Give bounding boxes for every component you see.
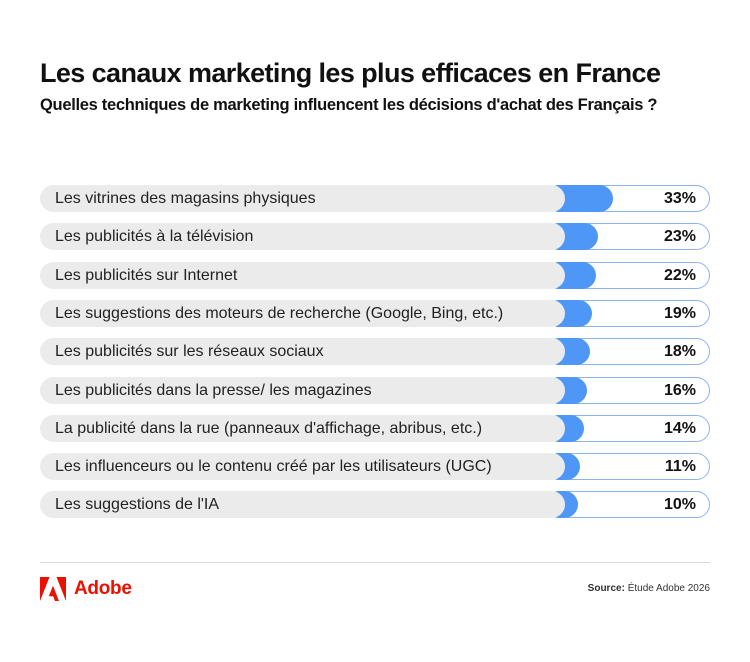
value-label: 19% xyxy=(663,304,696,322)
category-pill: Les publicités sur Internet xyxy=(40,261,565,289)
chart-subtitle: Quelles techniques de marketing influenc… xyxy=(40,96,658,114)
bar-row: Les influenceurs ou le contenu créé par … xyxy=(40,453,710,481)
category-pill: Les publicités sur les réseaux sociaux xyxy=(40,338,565,366)
value-label: 10% xyxy=(663,496,696,514)
value-label: 18% xyxy=(663,343,696,361)
category-pill: Les suggestions des moteurs de recherche… xyxy=(40,299,565,327)
category-label: Les publicités à la télévision xyxy=(55,228,254,246)
category-label: Les publicités sur les réseaux sociaux xyxy=(55,343,324,361)
bar-track xyxy=(555,453,710,481)
category-label: Les suggestions des moteurs de recherche… xyxy=(55,304,504,322)
bar-row: Les publicités à la télévision 23% xyxy=(40,223,710,251)
bar-row: Les vitrines des magasins physiques 33% xyxy=(40,185,710,212)
value-label: 23% xyxy=(663,228,696,246)
footer-divider xyxy=(40,562,710,563)
category-label: Les publicités sur Internet xyxy=(55,266,238,284)
source-label: Source: xyxy=(587,583,625,594)
bar-row: Les publicités sur Internet 22% xyxy=(40,261,710,289)
category-label: Les publicités dans la presse/ les magaz… xyxy=(55,381,372,399)
value-label: 33% xyxy=(663,190,696,207)
adobe-logo-icon xyxy=(40,577,66,601)
source-text: Étude Adobe 2026 xyxy=(627,583,710,594)
source-note: Source: Étude Adobe 2026 xyxy=(588,583,710,594)
adobe-wordmark: Adobe xyxy=(74,578,132,599)
category-pill: La publicité dans la rue (panneaux d'aff… xyxy=(40,414,565,442)
value-label: 14% xyxy=(663,419,696,437)
bar-row: La publicité dans la rue (panneaux d'aff… xyxy=(40,414,710,442)
bar-row: Les suggestions des moteurs de recherche… xyxy=(40,299,710,327)
category-pill: Les influenceurs ou le contenu créé par … xyxy=(40,453,565,481)
category-label: Les influenceurs ou le contenu créé par … xyxy=(55,458,492,476)
category-label: Les suggestions de l'IA xyxy=(55,496,220,514)
bar-row: Les publicités sur les réseaux sociaux 18… xyxy=(40,338,710,366)
category-label: La publicité dans la rue (panneaux d'aff… xyxy=(55,419,483,437)
bar-row: Les suggestions de l'IA 10% xyxy=(40,491,710,519)
value-label: 11% xyxy=(664,458,696,476)
category-pill: Les vitrines des magasins physiques xyxy=(40,185,565,212)
bar-track xyxy=(555,491,710,519)
adobe-logo: Adobe xyxy=(40,577,132,601)
value-label: 16% xyxy=(663,381,696,399)
category-pill: Les suggestions de l'IA xyxy=(40,491,565,519)
value-label: 22% xyxy=(663,266,696,284)
bar-row: Les publicités dans la presse/ les magaz… xyxy=(40,376,710,404)
category-pill: Les publicités à la télévision xyxy=(40,223,565,251)
chart-title: Les canaux marketing les plus efficaces … xyxy=(40,58,661,88)
category-pill: Les publicités dans la presse/ les magaz… xyxy=(40,376,565,404)
category-label: Les vitrines des magasins physiques xyxy=(55,190,316,207)
